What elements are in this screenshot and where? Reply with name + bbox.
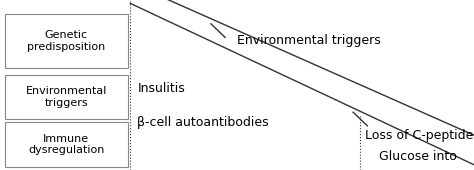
Text: β-cell autoantibodies: β-cell autoantibodies <box>137 116 269 129</box>
FancyBboxPatch shape <box>5 14 128 68</box>
FancyBboxPatch shape <box>5 122 128 167</box>
Text: Environmental
triggers: Environmental triggers <box>26 86 107 108</box>
Text: Loss of C-peptide: Loss of C-peptide <box>365 130 474 142</box>
Text: Immune
dysregulation: Immune dysregulation <box>28 134 105 155</box>
FancyBboxPatch shape <box>5 75 128 119</box>
Text: Insulitis: Insulitis <box>137 82 185 95</box>
Text: Genetic
predisposition: Genetic predisposition <box>27 30 106 52</box>
Text: Environmental triggers: Environmental triggers <box>237 34 381 47</box>
Text: Glucose into: Glucose into <box>379 150 457 163</box>
